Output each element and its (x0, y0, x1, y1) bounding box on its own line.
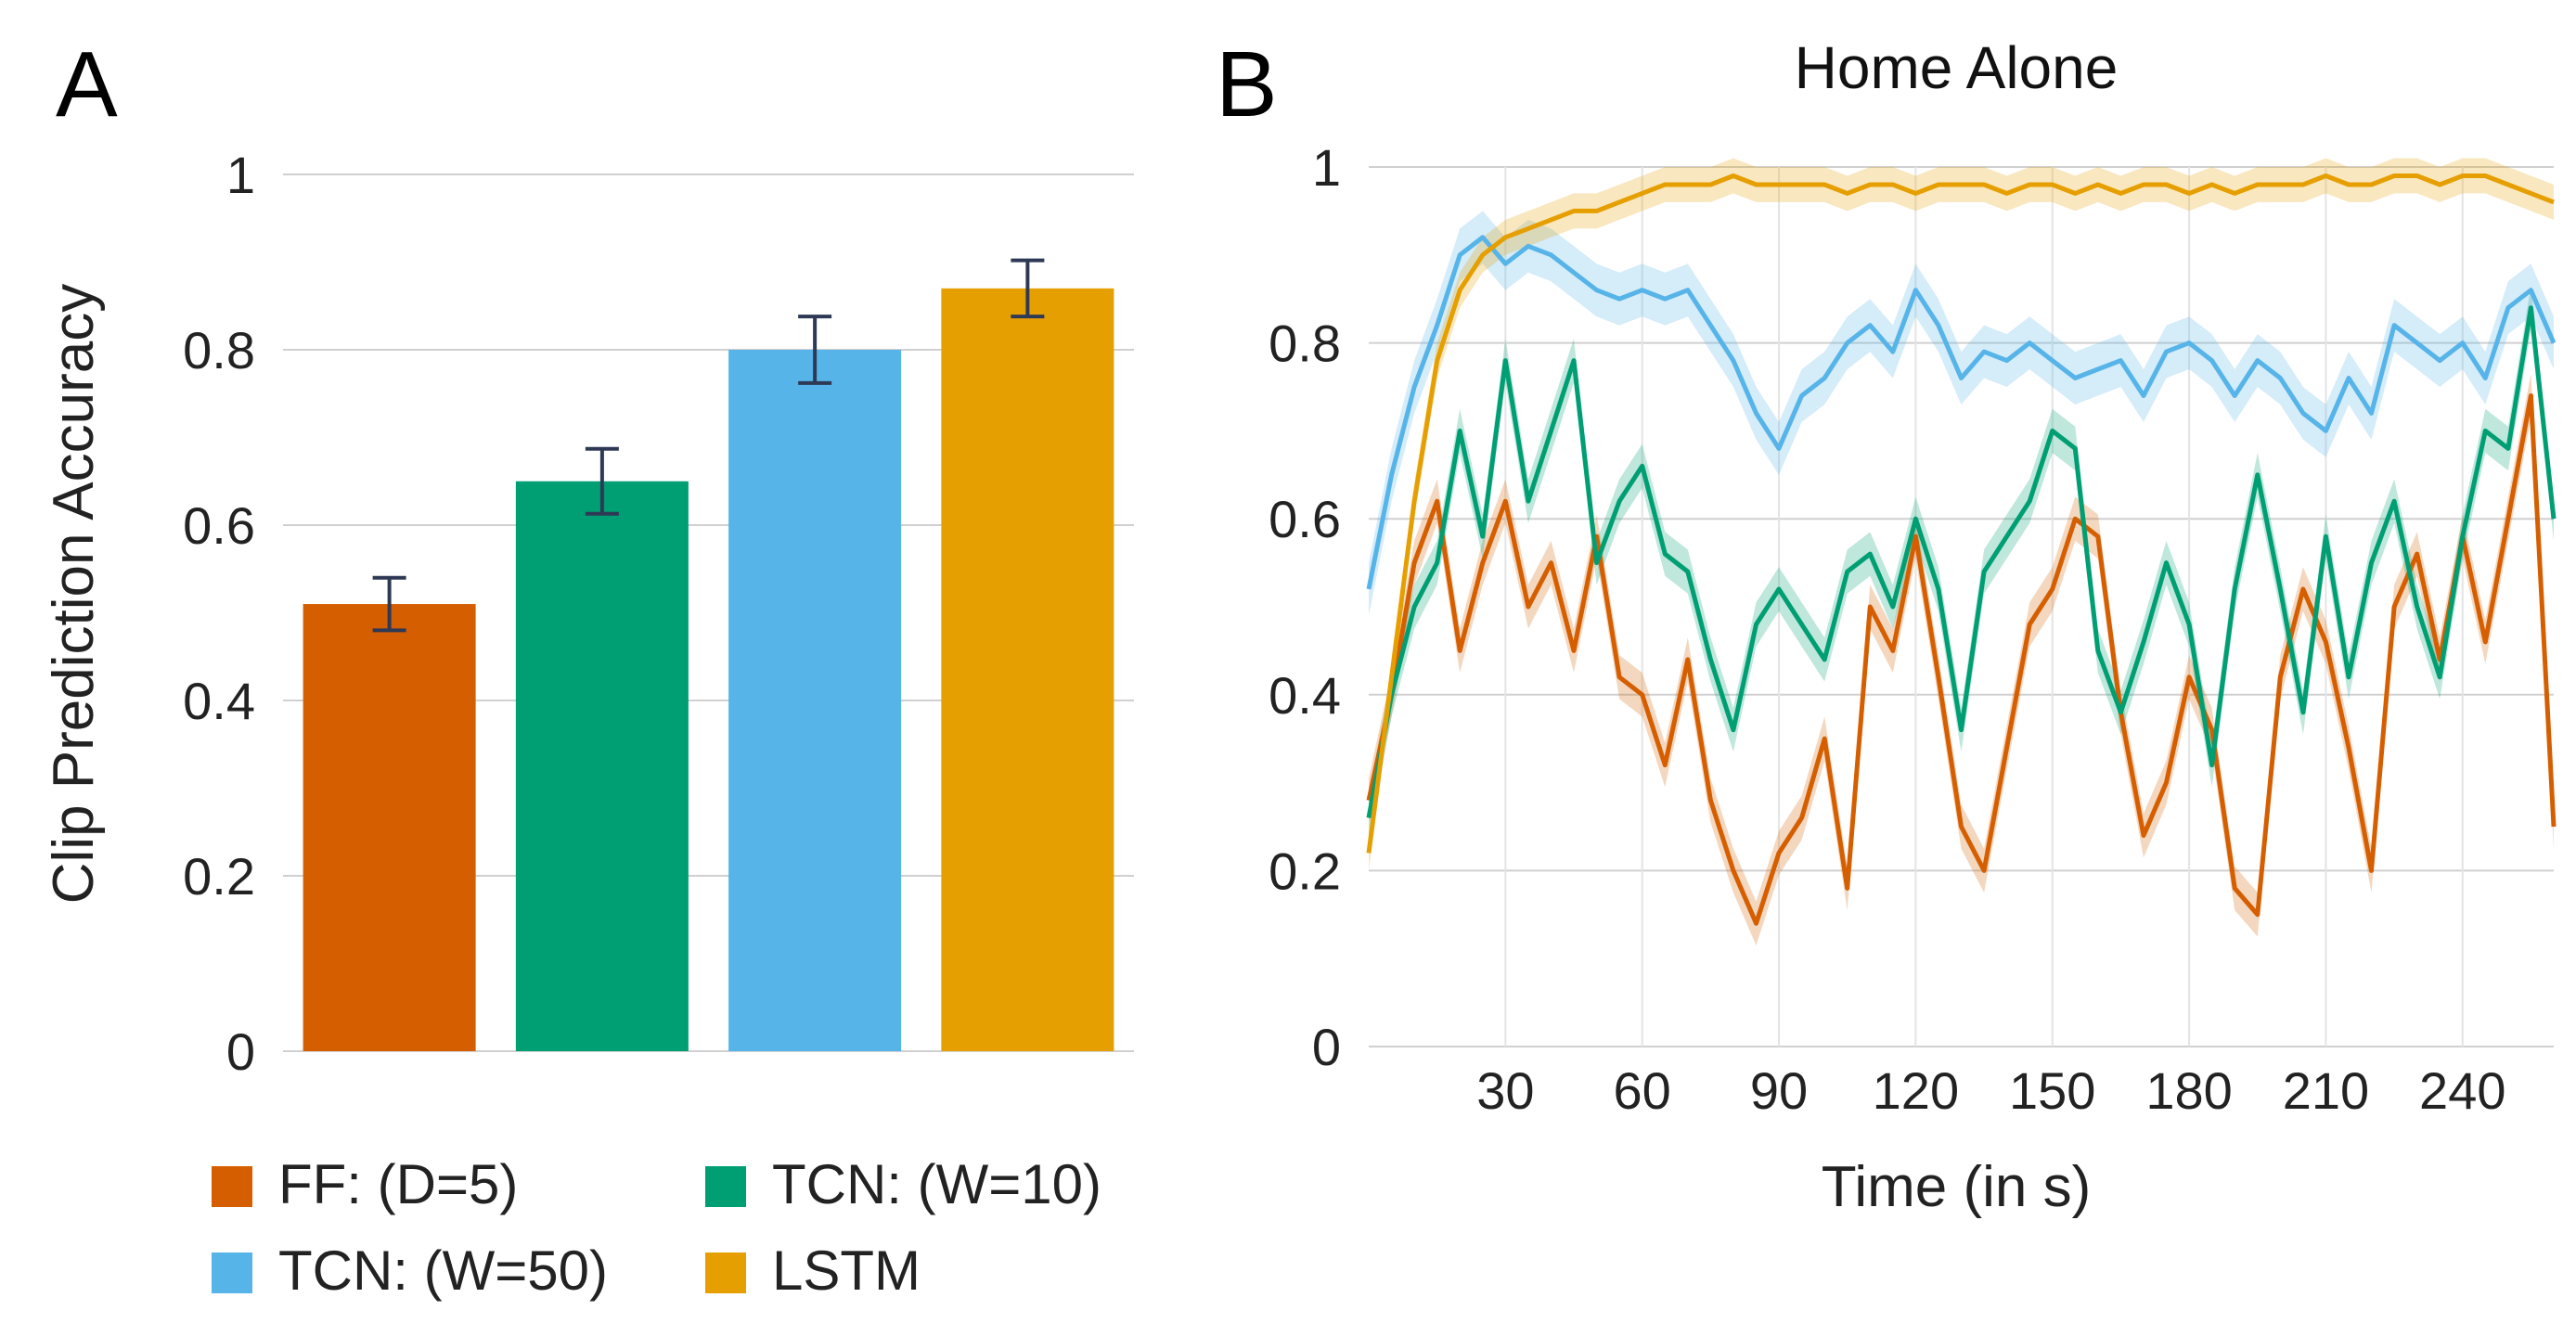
legend-swatch (212, 1166, 252, 1207)
x-tick-label: 60 (1614, 1061, 1671, 1120)
x-tick-label: 90 (1750, 1061, 1808, 1120)
legend-label: LSTM (772, 1240, 921, 1302)
bar (728, 350, 902, 1051)
x-axis-title: Time (in s) (1822, 1155, 2091, 1219)
panel-b-line-chart: B Home Alone 0 0.2 0.4 0.6 0.8 1 30 60 90 120 150… (1216, 32, 2557, 1219)
legend-swatch (212, 1252, 252, 1293)
panel-a-bar-chart: A Clip Prediction Accuracy 0 0.2 0.4 0.6 0.8… (42, 32, 1134, 1302)
legend-label: TCN: (W=10) (772, 1153, 1101, 1215)
legend-item: LSTM (705, 1240, 921, 1302)
y-tick-label: 0 (226, 1022, 255, 1081)
bar (303, 604, 476, 1051)
y-tick-labels: 0 0.2 0.4 0.6 0.8 1 (183, 146, 255, 1081)
y-tick-label: 0.8 (1269, 315, 1341, 373)
bars (303, 288, 1114, 1052)
y-tick-labels: 0 0.2 0.4 0.6 0.8 1 (1269, 138, 1341, 1076)
legend-swatch (705, 1252, 746, 1293)
x-tick-label: 210 (2283, 1061, 2369, 1120)
bar (515, 481, 689, 1051)
x-tick-label: 180 (2145, 1061, 2232, 1120)
y-tick-label: 0.2 (1269, 841, 1341, 900)
series-line (1366, 305, 2557, 818)
y-tick-label: 1 (1312, 138, 1341, 197)
legend-swatch (705, 1166, 746, 1207)
panel-label-a: A (56, 32, 118, 136)
y-axis-title: Clip Prediction Accuracy (42, 284, 106, 905)
series-lines (1366, 173, 2557, 926)
y-tick-label: 0.4 (1269, 666, 1341, 725)
error-bars (372, 258, 1045, 633)
legend: FF: (D=5) TCN: (W=10) TCN: (W=50) LSTM (212, 1153, 1101, 1302)
legend-label: TCN: (W=50) (278, 1240, 608, 1302)
legend-item: TCN: (W=50) (212, 1240, 608, 1302)
series-line (1366, 173, 2555, 854)
x-tick-label: 150 (2009, 1061, 2095, 1120)
y-tick-label: 0.8 (183, 321, 255, 379)
y-tick-label: 0.4 (183, 672, 255, 730)
series-line (1366, 235, 2557, 590)
legend-item: TCN: (W=10) (705, 1153, 1101, 1215)
x-tick-labels: 30 60 90 120 150 180 210 240 (1476, 1061, 2505, 1120)
y-tick-label: 0 (1312, 1018, 1341, 1076)
y-tick-label: 0.2 (183, 847, 255, 906)
y-tick-label: 1 (226, 146, 255, 204)
legend-label: FF: (D=5) (278, 1153, 518, 1215)
grid-lines (1369, 166, 2554, 1047)
chart-title: Home Alone (1795, 34, 2119, 101)
y-tick-label: 0.6 (183, 496, 255, 555)
y-tick-label: 0.6 (1269, 490, 1341, 548)
panel-label-b: B (1216, 32, 1278, 136)
x-tick-label: 30 (1476, 1061, 1534, 1120)
x-tick-label: 120 (1873, 1061, 1959, 1120)
x-tick-label: 240 (2419, 1061, 2505, 1120)
confidence-band (1369, 211, 2554, 616)
bar (941, 288, 1114, 1052)
series-line (1366, 393, 2557, 926)
legend-item: FF: (D=5) (212, 1153, 518, 1215)
